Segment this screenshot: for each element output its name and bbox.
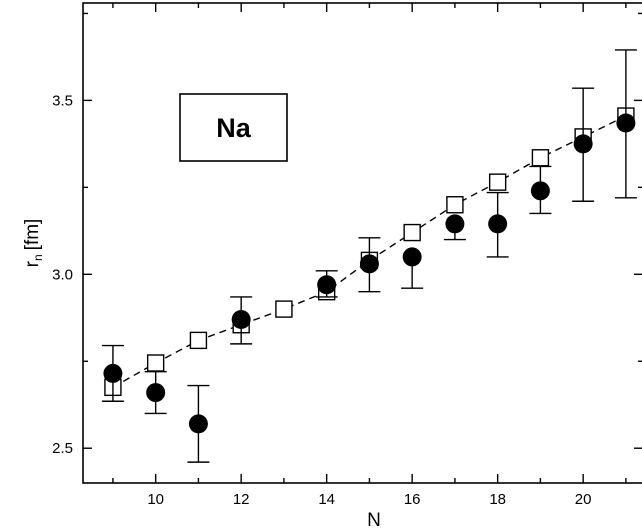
x-tick-label: 16 [404, 491, 421, 508]
y-label-subscript: n [31, 254, 45, 261]
open-square-point [488, 173, 507, 191]
open-square-point [446, 196, 464, 214]
filled-circle-point [146, 383, 166, 403]
filled-circle-point [188, 414, 208, 434]
x-tick-label: 20 [575, 491, 592, 508]
y-tick-label: 2.5 [52, 440, 73, 457]
filled-circle-point [317, 275, 337, 295]
y-tick-label: 3.5 [52, 92, 73, 109]
x-tick-label: 12 [233, 491, 250, 508]
filled-circle-point [445, 214, 465, 234]
x-tick-label: 14 [318, 491, 335, 508]
open-square-point [403, 223, 421, 242]
filled-circle-series [103, 113, 636, 434]
filled-circle-point [359, 254, 379, 274]
open-square-point [275, 300, 293, 318]
axis-ticks [83, 3, 642, 483]
x-tick-label: 10 [147, 491, 164, 508]
tick-labels: 10 12 14 16 18 20 2.5 3.0 3.5 [52, 92, 591, 508]
open-square-point [189, 331, 208, 350]
y-tick-label: 3.0 [52, 266, 73, 283]
filled-circle-point [488, 214, 508, 234]
filled-circle-point [402, 247, 422, 267]
y-axis-label: rn [fm] [22, 219, 45, 268]
svg-text:rn[fm]: rn [fm] [22, 219, 45, 268]
open-square-point [146, 354, 165, 372]
plot-frame [82, 2, 642, 484]
y-label-symbol: r [22, 260, 43, 267]
filled-circle-point [530, 181, 550, 201]
species-label: Na [216, 113, 251, 143]
open-square-point [531, 149, 550, 167]
filled-circle-point [231, 310, 251, 330]
x-tick-label: 18 [489, 491, 506, 508]
filled-circle-point [103, 363, 123, 383]
species-label-box: Na [179, 93, 288, 162]
x-axis-label: N [367, 510, 381, 529]
filled-circle-point [573, 134, 593, 154]
filled-circle-point [616, 113, 636, 133]
y-label-unit: [fm] [22, 219, 43, 251]
